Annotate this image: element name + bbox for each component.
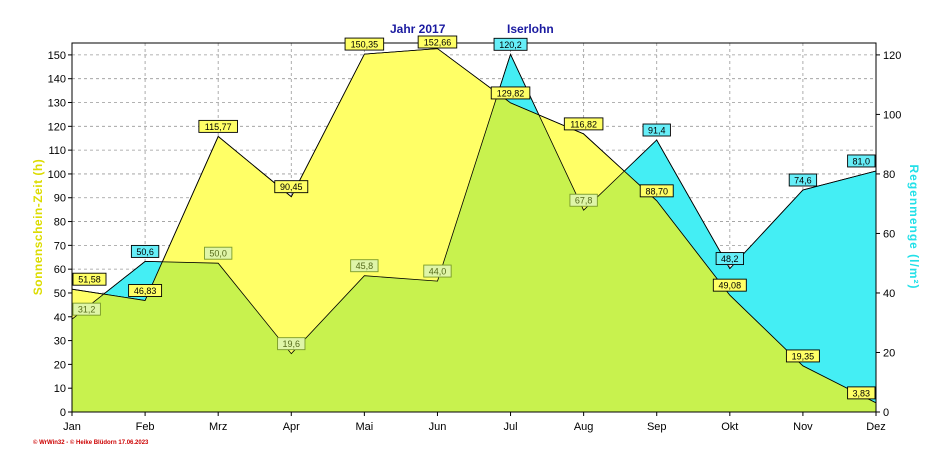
sunshine-value-label: 116,82 [570,119,597,129]
left-tick-label: 40 [54,312,66,324]
x-tick-label: Dez [866,421,886,433]
rain-value-label-box [493,37,528,51]
rain-value-label-box [715,252,744,266]
sunshine-value-label: 46,83 [134,286,157,296]
sunshine-line [71,48,877,404]
sunshine-value-label: 3,83 [853,388,871,398]
rain-value-label-box [277,337,306,351]
sunshine-value-label: 88,70 [645,186,668,196]
sunshine-value-label: 150,35 [351,40,379,50]
sunshine-value-label: 49,08 [719,281,742,291]
sunshine-value-label: 19,35 [792,351,815,361]
sunshine-value-label: 51,58 [78,275,101,285]
rain-value-label-box [642,123,671,137]
x-tick-label: Nov [793,421,813,433]
x-tick-label: Jul [504,421,518,433]
sunshine-value-label-box [274,180,309,194]
sunshine-value-label-box [198,119,238,133]
left-tick-label: 10 [54,383,66,395]
left-axis-label: Sonnenschein-Zeit (h) [31,159,45,296]
rain-value-label-box [72,302,101,316]
left-tick-label: 90 [54,193,66,205]
sunshine-value-label: 152,66 [424,38,452,48]
x-tick-label: Mai [355,421,373,433]
left-tick-label: 100 [48,169,66,181]
x-tick-label: Jan [63,421,81,433]
sunshine-value-label-box [344,37,385,51]
left-tick-label: 150 [48,50,66,62]
right-tick-label: 40 [883,288,895,300]
x-tick-label: Aug [574,421,594,433]
rain-value-label: 44,0 [429,267,447,277]
rain-value-label: 74,6 [794,176,812,186]
sunshine-value-label-box [72,272,107,286]
sunshine-value-label: 115,77 [205,122,232,132]
sunshine-value-label-box [712,278,747,292]
rain-value-label: 67,8 [575,196,593,206]
right-tick-label: 80 [883,169,895,181]
right-tick-label: 20 [883,347,895,359]
sunshine-value-label-box [639,184,674,198]
data-labels: 51,58 46,83 115,77 90,45 150,35 152,66 129,82 1… [72,35,876,400]
x-tick-label: Mrz [209,421,227,433]
left-tick-label: 120 [48,121,66,133]
rain-value-label: 48,2 [721,254,739,264]
left-tick-label: 80 [54,217,66,229]
rain-value-label-box [423,264,452,278]
left-tick-label: 110 [48,145,66,157]
plot-frame [71,42,877,413]
left-tick-label: 30 [54,336,66,348]
chart-title-year: Jahr 2017 [390,22,446,36]
x-tick-label: Sep [647,421,667,433]
rain-value-label: 81,0 [853,156,871,166]
sunshine-value-label-box [128,284,163,297]
x-tick-label: Feb [136,421,155,433]
left-tick-label: 70 [54,240,66,252]
rain-value-label-box [204,246,233,260]
overlap-area [72,54,876,412]
left-tick-label: 50 [54,288,66,300]
rain-value-label-box [847,154,876,168]
sunshine-value-label-box [490,86,531,100]
rain-value-label: 91,4 [648,126,666,136]
right-tick-label: 100 [883,109,901,121]
right-axis-label: Regenmenge (l/m²) [907,164,921,289]
rain-value-label-box [130,244,160,258]
right-tick-label: 0 [883,407,889,419]
sunshine-value-label-box [417,35,458,49]
rain-value-label: 50,0 [209,249,227,259]
right-tick-label: 120 [883,50,901,62]
left-tick-label: 20 [54,359,66,371]
left-tick-label: 0 [60,407,66,419]
rain-value-label: 45,8 [356,261,374,271]
rain-value-label-box [569,193,598,207]
sunshine-value-label-box [563,117,604,131]
left-tick-label: 60 [54,264,66,276]
left-tick-label: 130 [48,98,66,110]
rain-value-label-box [350,259,379,273]
axes: 0 10 20 30 40 50 60 70 80 90 100 110 120 130 140 150 0 20… [48,50,902,433]
x-tick-label: Okt [721,421,738,433]
chart-title-place: Iserlohn [507,22,554,36]
right-tick-label: 60 [883,228,895,240]
sunshine-value-label-box [847,386,876,400]
sunshine-value-label: 90,45 [280,182,303,192]
footer-credit: © WrWin32 - © Heike Blüdorn 17.06.2023 [33,439,149,446]
rain-value-label: 31,2 [78,305,96,315]
rain-value-label: 50,6 [136,247,154,257]
left-tick-label: 140 [48,74,66,86]
rain-value-label: 120,2 [499,40,522,50]
sunshine-value-label: 129,82 [497,88,525,98]
rain-value-label: 19,6 [283,339,301,349]
x-tick-label: Apr [283,421,300,433]
sunshine-value-label-box [785,349,820,363]
x-tick-label: Jun [429,421,447,433]
rain-value-label-box [788,173,818,187]
